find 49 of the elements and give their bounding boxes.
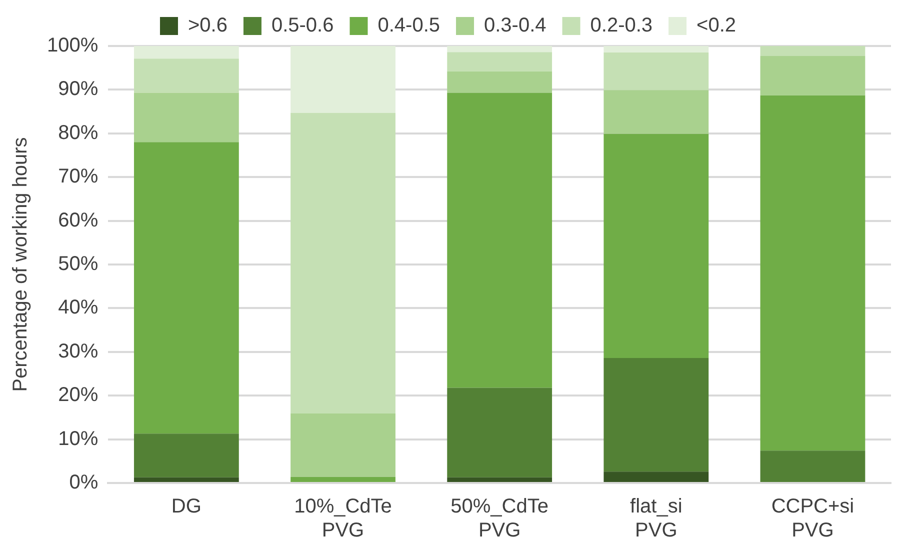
bar xyxy=(760,95,866,451)
legend-label: 0.4-0.5 xyxy=(378,14,440,37)
bar xyxy=(290,112,396,414)
y-tick-label: 100% xyxy=(46,34,98,57)
legend-label: 0.5-0.6 xyxy=(271,14,334,37)
y-tick-label: 70% xyxy=(58,166,98,188)
y-tick-label: 0% xyxy=(69,472,98,494)
bar xyxy=(760,56,866,96)
y-tick-label: 60% xyxy=(58,209,98,232)
legend-label: >0.6 xyxy=(188,14,228,37)
y-tick-label: 30% xyxy=(58,340,98,362)
bar xyxy=(760,450,866,482)
x-tick-label: DG xyxy=(171,496,202,518)
bar xyxy=(604,358,709,472)
bar xyxy=(134,434,239,478)
bar xyxy=(604,134,709,358)
bar xyxy=(134,58,239,93)
x-tick-label: 50%_CdTe PVG xyxy=(450,496,548,542)
bar xyxy=(290,414,396,477)
bar xyxy=(134,477,239,482)
bar xyxy=(290,476,396,482)
bar xyxy=(604,46,709,53)
y-tick-label: 90% xyxy=(58,78,98,100)
bar xyxy=(134,92,239,142)
bar xyxy=(604,472,709,482)
x-tick-label: 10%_CdTe PVG xyxy=(294,496,392,542)
y-tick-label: 80% xyxy=(58,122,98,144)
bar xyxy=(760,46,866,56)
legend-label: 0.2-0.3 xyxy=(590,14,653,37)
bar xyxy=(447,46,552,52)
bar xyxy=(290,46,396,113)
bar xyxy=(447,388,552,478)
bar xyxy=(134,142,239,434)
x-tick-label: flat_si PVG xyxy=(630,496,682,542)
y-axis-title: Percentage of working hours xyxy=(10,137,32,392)
y-tick-label: 50% xyxy=(58,253,98,276)
x-tick-label: CCPC+si PVG xyxy=(771,496,854,542)
bar xyxy=(447,477,552,482)
bar xyxy=(604,52,709,90)
bar xyxy=(447,52,552,72)
bar xyxy=(447,71,552,93)
y-tick-label: 20% xyxy=(58,384,98,406)
bar xyxy=(604,90,709,134)
legend-label: <0.2 xyxy=(696,14,736,37)
y-tick-label: 40% xyxy=(58,296,98,319)
legend-label: 0.3-0.4 xyxy=(484,14,546,37)
y-tick-label: 10% xyxy=(58,428,98,450)
bar xyxy=(447,92,552,388)
bar xyxy=(134,46,239,59)
